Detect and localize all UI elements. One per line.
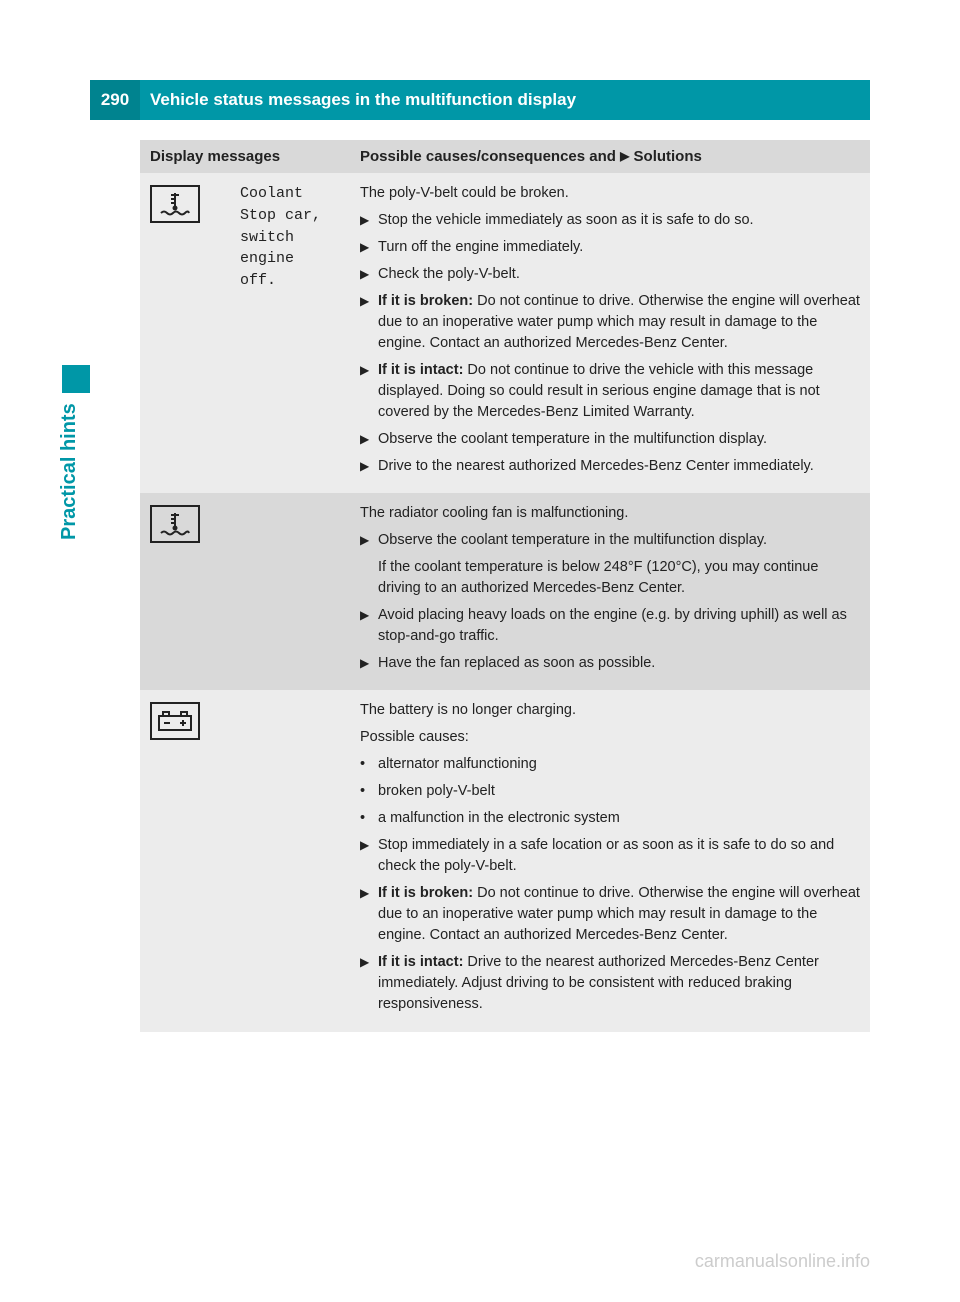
message-cell <box>230 690 350 1031</box>
step-arrow-icon: ▶ <box>360 883 378 946</box>
step-arrow-icon: ▶ <box>360 291 378 354</box>
step-text: Drive to the nearest authorized Mercedes… <box>378 456 860 477</box>
message-cell <box>230 493 350 690</box>
icon-cell <box>140 690 230 1031</box>
step-arrow-icon: ▶ <box>360 952 378 1015</box>
table-header-row: Display messages Possible causes/consequ… <box>140 140 870 173</box>
icon-cell <box>140 173 230 493</box>
note-text: If the coolant temperature is below 248°… <box>378 557 860 599</box>
causes-label: Possible causes: <box>360 727 860 748</box>
coolant-temp-icon <box>150 505 200 543</box>
blank-marker <box>360 557 378 599</box>
bullet-icon: • <box>360 754 378 775</box>
header-col-solutions: Possible causes/consequences and ▶ Solut… <box>350 140 870 173</box>
bullet-text: broken poly-V-belt <box>378 781 495 802</box>
step-arrow-icon: ▶ <box>360 605 378 647</box>
step-arrow-icon: ▶ <box>360 264 378 285</box>
bullet-icon: • <box>360 808 378 829</box>
step-arrow-icon: ▶ <box>360 237 378 258</box>
content-area: Display messages Possible causes/consequ… <box>140 140 870 1202</box>
header-col2-pre: Possible causes/consequences and <box>360 148 620 165</box>
bold-label: If it is broken: <box>378 885 473 901</box>
step-text: Stop immediately in a safe location or a… <box>378 835 860 877</box>
step-arrow-icon: ▶ <box>360 530 378 551</box>
step-text: Stop the vehicle immediately as soon as … <box>378 210 860 231</box>
intro-text: The battery is no longer charging. <box>360 700 860 721</box>
bullet-text: a malfunction in the electronic system <box>378 808 620 829</box>
step-arrow-icon: ▶ <box>360 835 378 877</box>
step-arrow-icon: ▶ <box>360 653 378 674</box>
table-row: The radiator cooling fan is malfunctioni… <box>140 493 870 690</box>
intro-text: The radiator cooling fan is malfunctioni… <box>360 503 860 524</box>
battery-icon <box>150 702 200 740</box>
step-arrow-icon: ▶ <box>360 429 378 450</box>
solutions-cell: The poly-V-belt could be broken. ▶Stop t… <box>350 173 870 493</box>
message-cell: Coolant Stop car, switch engine off. <box>230 173 350 493</box>
solutions-cell: The radiator cooling fan is malfunctioni… <box>350 493 870 690</box>
display-message: Coolant Stop car, switch engine off. <box>240 185 321 289</box>
side-tab <box>62 365 90 393</box>
step-text: Check the poly-V-belt. <box>378 264 860 285</box>
bold-label: If it is intact: <box>378 362 463 378</box>
footer-watermark: carmanualsonline.info <box>695 1251 870 1272</box>
coolant-temp-icon <box>150 185 200 223</box>
bold-label: If it is intact: <box>378 954 463 970</box>
step-arrow-icon: ▶ <box>360 456 378 477</box>
bold-label: If it is broken: <box>378 293 473 309</box>
arrow-icon: ▶ <box>620 149 629 163</box>
icon-cell <box>140 493 230 690</box>
page-header: 290 Vehicle status messages in the multi… <box>90 80 870 120</box>
step-text: If it is broken: Do not continue to driv… <box>378 291 860 354</box>
table-row: The battery is no longer charging. Possi… <box>140 690 870 1031</box>
messages-table: Display messages Possible causes/consequ… <box>140 140 870 1032</box>
step-arrow-icon: ▶ <box>360 210 378 231</box>
bullet-text: alternator malfunctioning <box>378 754 537 775</box>
header-col-display: Display messages <box>140 140 350 173</box>
step-text: Turn off the engine immediately. <box>378 237 860 258</box>
table-row: Coolant Stop car, switch engine off. The… <box>140 173 870 493</box>
solutions-cell: The battery is no longer charging. Possi… <box>350 690 870 1031</box>
step-text: Observe the coolant temperature in the m… <box>378 530 860 551</box>
step-text: If it is intact: Do not continue to driv… <box>378 360 860 423</box>
step-text: Observe the coolant temperature in the m… <box>378 429 860 450</box>
header-col2-post: Solutions <box>629 148 702 165</box>
page-number: 290 <box>90 80 140 120</box>
step-arrow-icon: ▶ <box>360 360 378 423</box>
section-label: Practical hints <box>58 403 81 540</box>
bullet-icon: • <box>360 781 378 802</box>
header-title: Vehicle status messages in the multifunc… <box>140 90 576 110</box>
step-text: Have the fan replaced as soon as possibl… <box>378 653 860 674</box>
intro-text: The poly-V-belt could be broken. <box>360 183 860 204</box>
step-text: If it is intact: Drive to the nearest au… <box>378 952 860 1015</box>
step-text: Avoid placing heavy loads on the engine … <box>378 605 860 647</box>
step-text: If it is broken: Do not continue to driv… <box>378 883 860 946</box>
